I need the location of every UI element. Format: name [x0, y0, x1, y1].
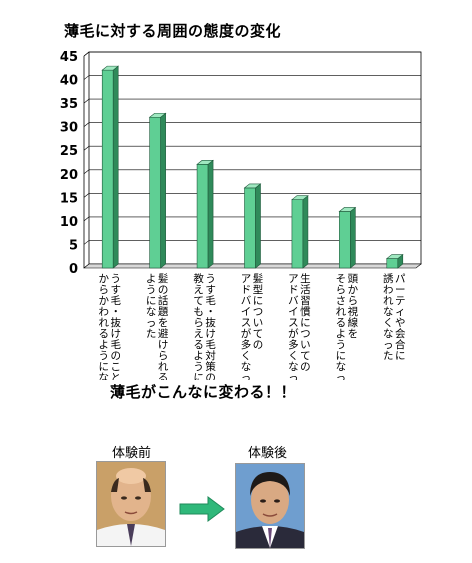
- bar-front: [149, 116, 161, 269]
- x-category-label: 頭から視線をそらされるようになった: [336, 273, 359, 380]
- x-category-label-line: パーティや会合に: [395, 273, 406, 362]
- y-axis-depth: [83, 51, 90, 57]
- bar: [243, 183, 262, 269]
- depth-tick: [83, 145, 90, 151]
- bald-man-photo: [96, 461, 166, 547]
- y-tick-label: 35: [60, 97, 78, 112]
- x-category-label-line: 誘われなくなった: [383, 272, 394, 362]
- x-category-label: うす毛・抜け毛対策の情報を教えてもらえるようになった: [193, 272, 216, 380]
- x-category-label-line: 頭から視線を: [348, 273, 359, 340]
- bar-front: [291, 199, 304, 269]
- bar: [148, 112, 167, 269]
- depth-tick: [83, 216, 90, 222]
- bar-top: [385, 254, 404, 259]
- x-category-label: 髪型についてのアドバイスが多くなった: [241, 272, 264, 380]
- bar-side: [112, 65, 119, 269]
- bar: [196, 159, 214, 269]
- bar-top: [101, 65, 120, 71]
- section-subtitle: 薄毛がこんなに変わる！！: [110, 383, 297, 401]
- y-tick-label: 25: [60, 144, 78, 159]
- x-category-label: うす毛・抜け毛のことをからかわれるようになった: [98, 273, 121, 380]
- bar-top: [243, 183, 262, 189]
- x-category-label-line: 髪の話題を避けられる: [158, 272, 169, 380]
- bar-side: [207, 159, 214, 269]
- x-category-label-line: アドバイスが多くなった: [241, 273, 252, 380]
- depth-tick: [83, 122, 90, 127]
- bar-side: [350, 206, 356, 269]
- bar-front: [101, 69, 114, 269]
- right-arrow-icon: [179, 496, 225, 522]
- x-category-label-line: 髪型についての: [253, 272, 264, 351]
- x-category-label-line: そらされるようになった: [336, 273, 347, 380]
- x-category-label-line: うす毛・抜け毛対策の情報を: [205, 273, 216, 380]
- x-category-label-line: 教えてもらえるようになった: [193, 272, 204, 380]
- x-category-label-line: 生活習慣についての: [300, 272, 311, 373]
- depth-tick: [83, 240, 90, 245]
- bars-layer: [101, 65, 404, 269]
- after-label: 体験後: [248, 446, 288, 461]
- bar-side: [255, 183, 261, 269]
- bar-top: [291, 195, 309, 200]
- before-label: 体験前: [112, 446, 152, 461]
- bar-front: [196, 164, 209, 269]
- x-category-label: 生活習慣についてのアドバイスが多くなった: [288, 272, 311, 380]
- y-tick-label: 5: [69, 238, 78, 253]
- depth-tick: [83, 193, 90, 198]
- x-category-label-line: アドバイスが多くなった: [288, 273, 299, 380]
- depth-tick: [83, 75, 90, 80]
- x-category-label-line: からかわれるようになった: [98, 273, 109, 380]
- bar: [291, 195, 309, 269]
- bar: [101, 65, 120, 269]
- man-with-hair-photo: [235, 463, 305, 549]
- bar-top: [338, 207, 357, 212]
- x-category-label-line: ようになった: [146, 273, 157, 340]
- y-tick-label: 10: [60, 215, 78, 230]
- depth-tick: [83, 169, 90, 175]
- y-tick-label: 15: [60, 191, 78, 206]
- bar-front: [386, 258, 399, 269]
- y-tick-label: 40: [60, 74, 78, 89]
- bar-top: [148, 112, 167, 118]
- bar-side: [302, 195, 309, 269]
- bar-front: [339, 211, 351, 269]
- depth-tick: [83, 98, 90, 104]
- y-tick-label: 0: [69, 262, 78, 277]
- bar-front: [244, 187, 256, 269]
- page-title: 薄毛に対する周囲の態度の変化: [64, 22, 282, 40]
- y-tick-label: 30: [60, 121, 78, 136]
- bar-top: [196, 160, 214, 165]
- axis-layer: 0 5 10 15 20 25 30 35 40 45: [60, 50, 90, 277]
- y-tick-label: 20: [60, 168, 78, 183]
- y-tick-label: 45: [60, 50, 78, 65]
- bar-side: [160, 112, 166, 269]
- x-category-label-line: うす毛・抜け毛のことを: [110, 273, 121, 380]
- bar: [385, 253, 404, 269]
- bar-chart: 0 5 10 15 20 25 30 35 40 45 うす毛・抜け毛のことをからかわれるようにな…: [60, 50, 422, 380]
- bar: [338, 206, 357, 269]
